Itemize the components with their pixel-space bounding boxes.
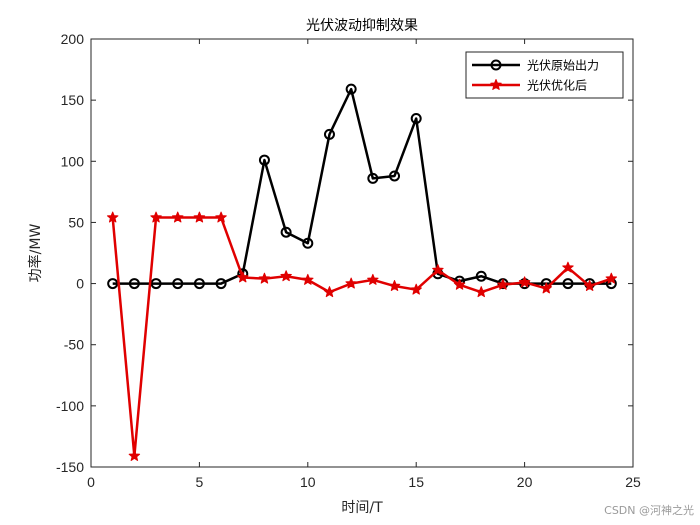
data-point	[562, 261, 574, 273]
data-point	[475, 286, 487, 298]
series-optimized	[106, 211, 618, 461]
y-tick-label: 50	[68, 214, 84, 230]
series-layer	[106, 83, 618, 461]
x-tick-label: 5	[196, 474, 204, 490]
legend-marker-optimized	[490, 79, 502, 90]
data-point	[237, 271, 249, 283]
data-point	[215, 211, 227, 223]
data-point	[410, 283, 422, 295]
data-point	[367, 172, 379, 184]
y-tick-label: 100	[61, 153, 85, 169]
legend-label-optimized: 光伏优化后	[527, 79, 587, 93]
data-point	[562, 278, 574, 290]
data-point	[258, 154, 270, 166]
data-point	[367, 273, 379, 285]
data-point	[583, 280, 596, 291]
plot-frame	[90, 38, 634, 468]
legend-label-original: 光伏原始出力	[527, 59, 599, 73]
y-tick-label: -100	[56, 398, 84, 414]
x-tick-label: 20	[517, 474, 533, 490]
data-point	[432, 264, 444, 276]
data-point	[215, 278, 227, 290]
data-point	[106, 211, 119, 223]
data-point	[388, 280, 401, 291]
y-axis-title: 功率/MW	[27, 224, 44, 283]
legend-marker-original	[490, 59, 502, 71]
data-point	[150, 211, 162, 223]
data-point	[171, 211, 184, 223]
data-point	[345, 277, 357, 289]
data-point	[280, 270, 292, 282]
x-tick-label: 25	[625, 474, 641, 490]
tick-labels: 0 5 10 15 20 25 -150 -100 -50 0 50 100 150 200	[56, 31, 641, 490]
legend-box	[465, 51, 624, 99]
data-point	[193, 278, 205, 290]
data-point	[389, 170, 401, 182]
data-point	[410, 112, 422, 124]
x-tick-label: 10	[300, 474, 316, 490]
y-tick-label: -50	[64, 337, 84, 353]
data-point	[128, 278, 140, 290]
chart-title: 光伏波动抑制效果	[306, 18, 418, 34]
plot-area	[91, 39, 633, 467]
data-point	[193, 211, 206, 223]
data-point	[475, 270, 487, 282]
data-point	[302, 237, 314, 249]
data-point	[605, 272, 618, 284]
y-tick-label: 150	[61, 92, 85, 108]
y-tick-label: 0	[76, 276, 84, 292]
data-point	[302, 273, 314, 285]
x-tick-label: 15	[408, 474, 424, 490]
legend-star-shape	[490, 79, 502, 90]
data-point	[280, 226, 292, 238]
data-point	[518, 276, 531, 288]
legend: 光伏原始出力 光伏优化后	[465, 51, 624, 99]
data-point	[540, 282, 553, 294]
data-point	[345, 83, 357, 95]
data-point	[107, 278, 119, 290]
data-point	[497, 278, 509, 290]
y-tick-label: 200	[61, 31, 85, 47]
x-axis-title: 时间/T	[341, 500, 383, 516]
data-point	[323, 128, 335, 140]
data-point	[150, 278, 162, 290]
watermark: CSDN @河神之光	[604, 503, 694, 517]
data-point	[323, 286, 336, 298]
data-point	[172, 278, 184, 290]
data-point	[453, 278, 466, 290]
y-tick-label: -150	[56, 459, 84, 475]
data-point	[128, 449, 141, 461]
x-tick-label: 0	[87, 474, 95, 490]
data-point	[258, 272, 271, 284]
